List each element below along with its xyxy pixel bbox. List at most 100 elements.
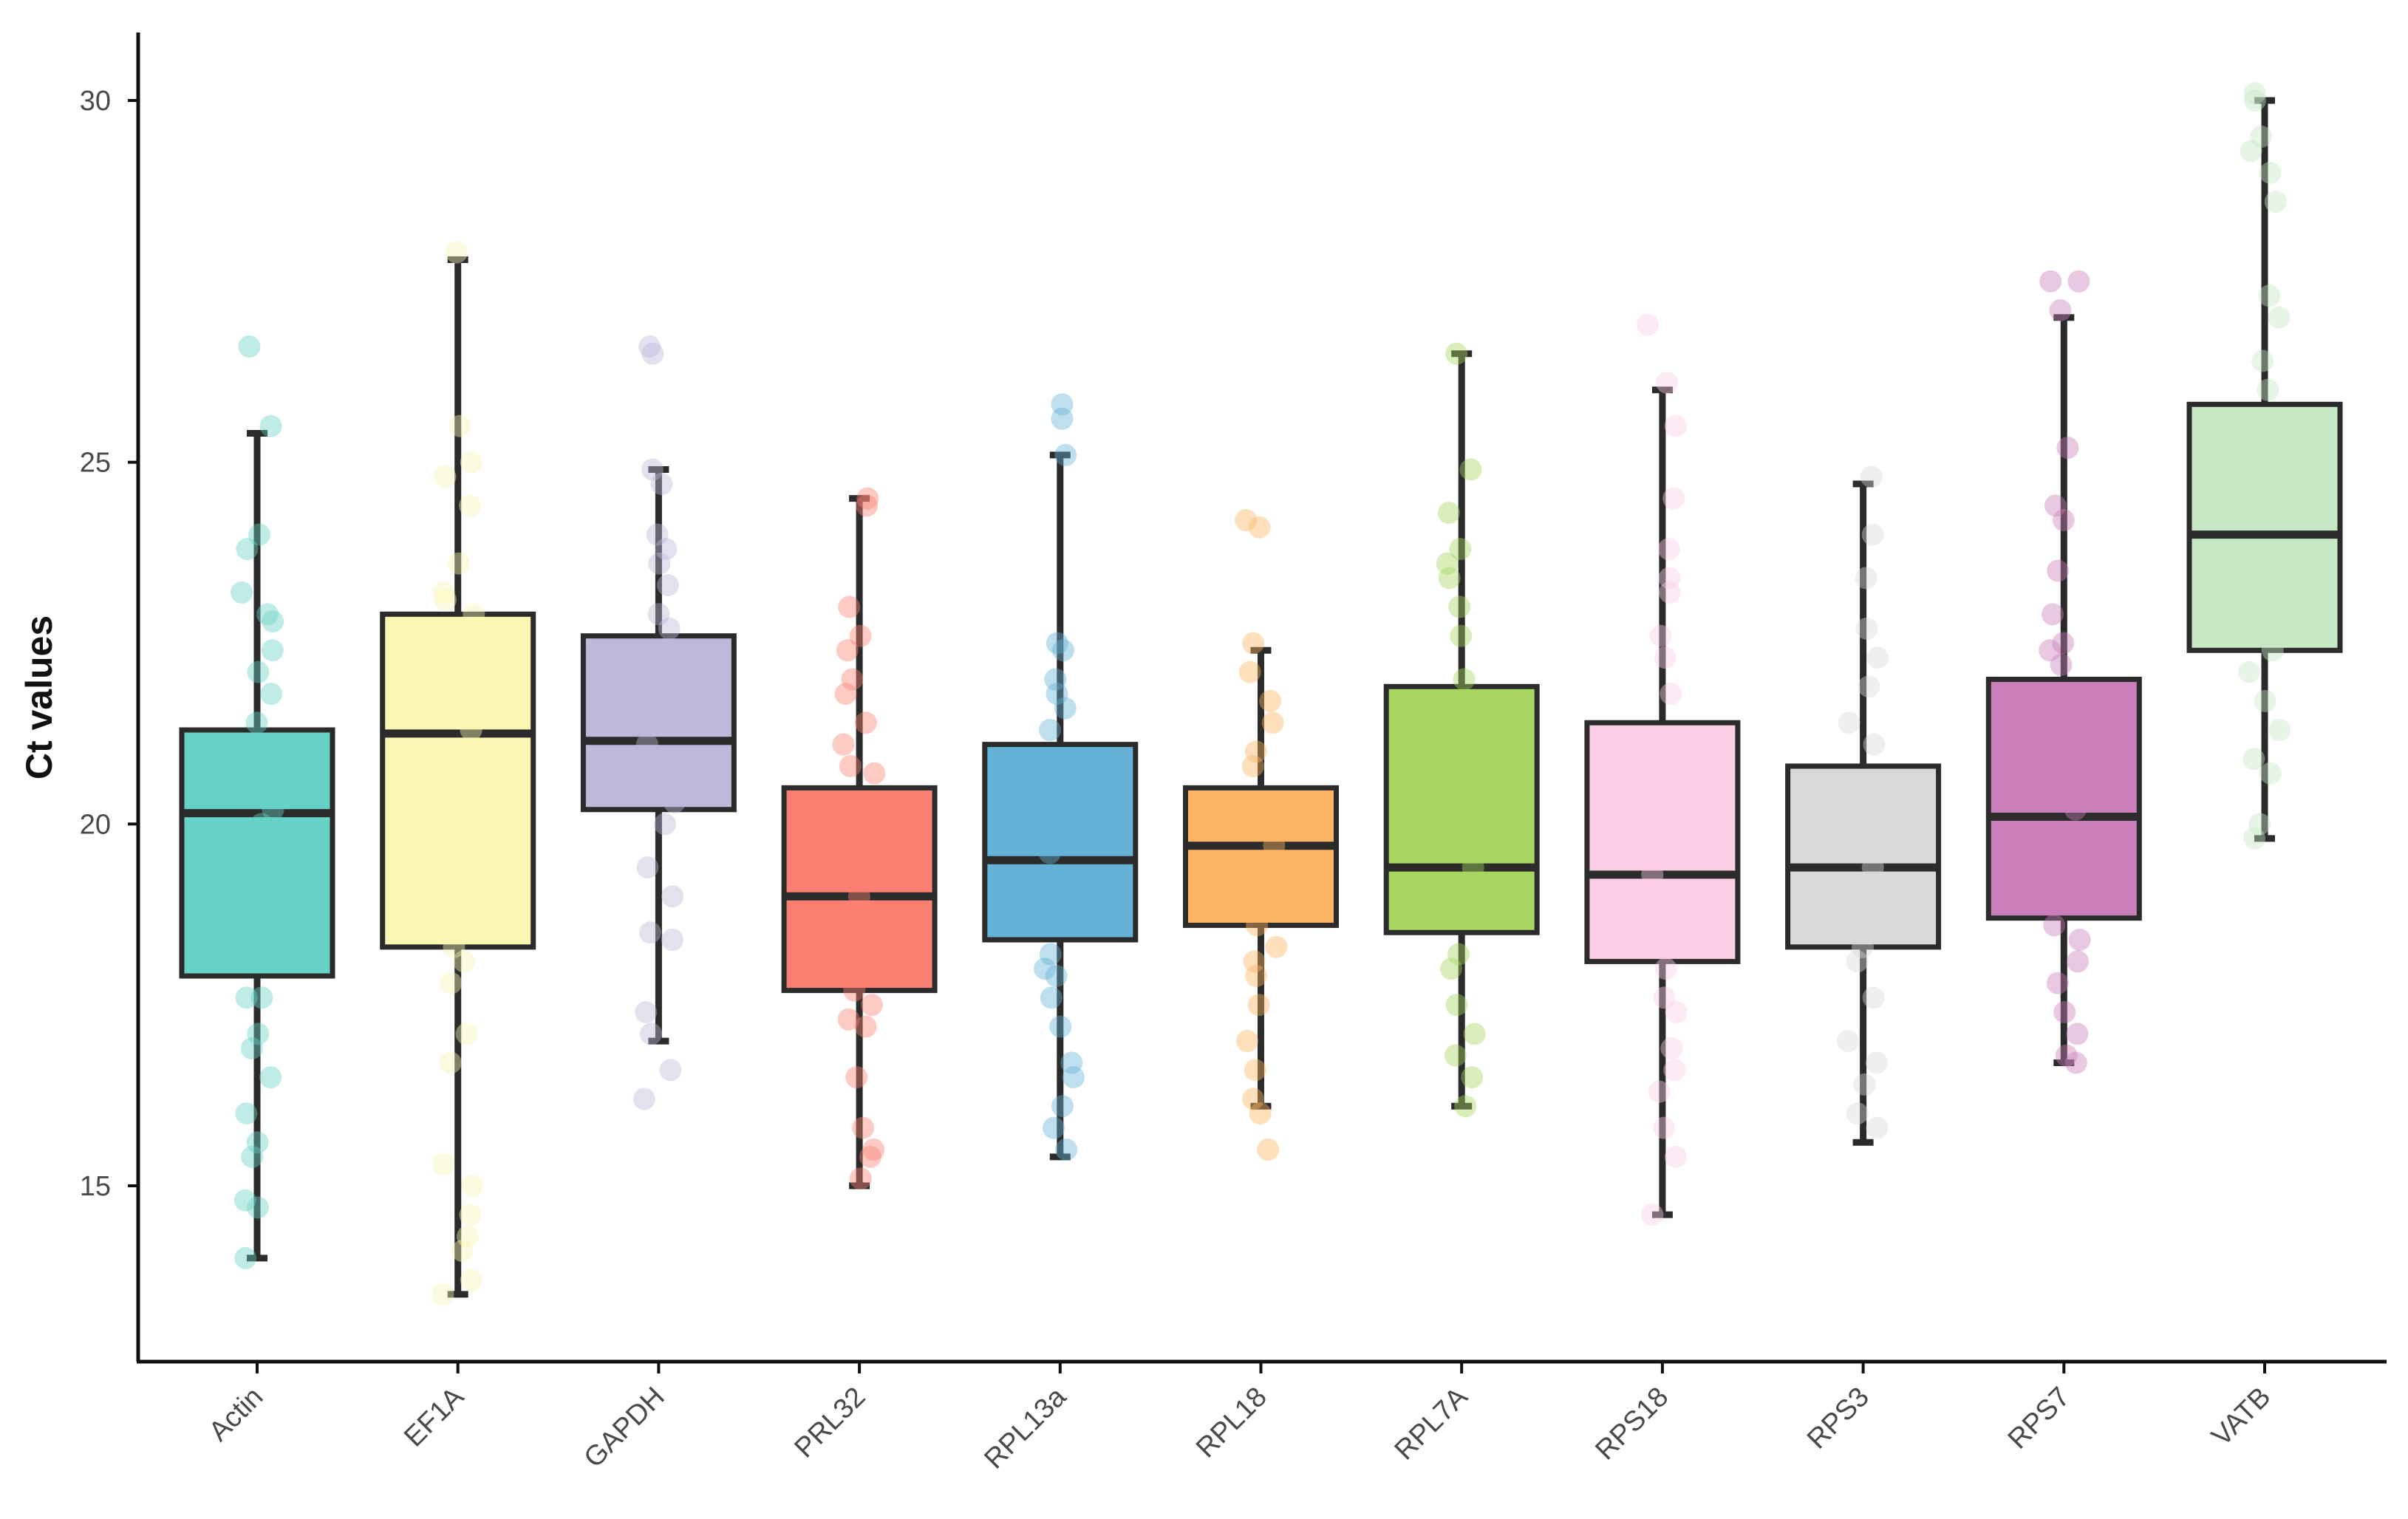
data-point [2064, 798, 2087, 821]
data-point [1652, 1116, 1675, 1139]
data-point [1259, 689, 1282, 712]
data-point [845, 1066, 868, 1089]
data-point [460, 1269, 482, 1291]
data-point [1248, 516, 1271, 539]
box-iqr [580, 633, 737, 813]
data-point [1459, 458, 1482, 481]
data-point [1265, 935, 1288, 958]
data-point [1261, 711, 1284, 734]
data-point [2066, 1023, 2089, 1045]
data-point [2237, 660, 2260, 683]
data-point [632, 1088, 655, 1110]
box-iqr [1383, 683, 1540, 935]
data-point [250, 813, 273, 836]
data-point [650, 473, 673, 496]
data-point [1637, 313, 1660, 336]
box-iqr [982, 742, 1139, 943]
box-iqr [781, 785, 938, 994]
data-point [1244, 740, 1267, 763]
data-point [1257, 1139, 1280, 1161]
data-point [1255, 791, 1278, 813]
data-point [1039, 719, 1062, 742]
data-point [443, 935, 465, 958]
data-point [262, 610, 284, 633]
data-point [635, 733, 658, 756]
data-point [2050, 653, 2073, 676]
data-point [2254, 689, 2276, 712]
data-point [2047, 559, 2070, 582]
data-point [1658, 567, 1681, 590]
data-point [661, 929, 683, 952]
data-point [1861, 856, 1884, 879]
data-point [635, 1000, 658, 1023]
data-point [834, 683, 857, 706]
data-point [1051, 393, 1074, 416]
data-point [647, 603, 670, 626]
data-point [432, 581, 455, 604]
data-point [1051, 407, 1074, 430]
x-tick-label: EF1A [398, 1381, 470, 1453]
data-point [1449, 538, 1472, 561]
data-point [2066, 950, 2089, 973]
data-point [448, 414, 471, 437]
data-point [259, 1066, 282, 1089]
data-point [1242, 1088, 1265, 1110]
box-iqr [1785, 763, 1942, 950]
data-point [1052, 639, 1075, 662]
data-point [841, 668, 864, 691]
data-point [1245, 964, 1268, 987]
data-point [463, 603, 485, 626]
data-point [453, 950, 476, 973]
data-point [863, 762, 886, 785]
data-point [1046, 632, 1068, 655]
data-point [1862, 986, 1885, 1009]
data-point [1445, 342, 1468, 365]
data-point [1641, 1204, 1664, 1226]
data-point [856, 494, 879, 517]
data-point [1034, 958, 1057, 980]
data-point [1445, 994, 1468, 1017]
data-point [852, 1116, 875, 1139]
data-point [2042, 603, 2064, 626]
data-point [839, 754, 862, 777]
data-point [1649, 624, 1672, 647]
data-point [460, 719, 482, 742]
x-tick-label: RPL13a [978, 1381, 1072, 1475]
data-point [445, 241, 468, 264]
data-point [2243, 827, 2266, 850]
data-point [1653, 986, 1676, 1009]
data-point [656, 574, 679, 597]
data-point [2259, 161, 2282, 184]
data-point [843, 979, 866, 1002]
data-point [246, 1131, 269, 1154]
data-point [648, 552, 671, 575]
data-point [1860, 465, 1883, 488]
data-point [439, 1051, 462, 1074]
data-point [2053, 1000, 2076, 1023]
data-point [1660, 1037, 1683, 1059]
data-point [259, 414, 282, 437]
data-point [1453, 668, 1476, 691]
data-point [238, 335, 261, 358]
data-point [856, 487, 879, 510]
data-point [641, 458, 664, 481]
data-point [247, 660, 270, 683]
data-point [1438, 567, 1461, 590]
data-point [1236, 1030, 1259, 1053]
data-point [640, 1023, 663, 1045]
data-point [1846, 950, 1869, 973]
data-point [2250, 125, 2273, 148]
data-point [1648, 1080, 1671, 1103]
data-point [1051, 1095, 1074, 1118]
data-point [262, 798, 284, 821]
data-point [836, 639, 859, 662]
data-point [233, 1189, 256, 1212]
data-point [2247, 429, 2270, 452]
data-point [1851, 935, 1874, 958]
data-point [1454, 1095, 1477, 1118]
data-point [2242, 748, 2265, 771]
y-tick-label: 20 [80, 809, 111, 840]
data-point [455, 1023, 478, 1045]
data-point [460, 451, 482, 474]
